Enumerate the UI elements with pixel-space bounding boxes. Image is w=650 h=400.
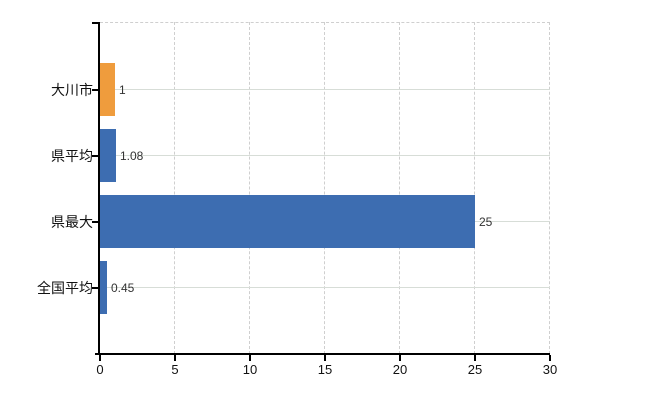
x-axis-line <box>95 353 550 355</box>
x-axis-tick <box>174 355 176 361</box>
x-tick-label: 30 <box>542 362 558 377</box>
gridline-horizontal <box>101 155 550 156</box>
y-axis-tick <box>92 221 98 223</box>
category-label: 全国平均 <box>37 280 93 296</box>
x-axis-tick <box>399 355 401 361</box>
y-axis-tick <box>92 22 98 24</box>
x-axis-tick <box>474 355 476 361</box>
category-label: 県最大 <box>51 214 93 230</box>
gridline-vertical <box>249 22 250 354</box>
gridline-vertical <box>399 22 400 354</box>
bar-value-label: 0.45 <box>111 281 135 295</box>
bar <box>100 128 116 182</box>
gridline-vertical <box>549 22 550 354</box>
x-tick-label: 5 <box>171 362 179 377</box>
x-tick-label: 20 <box>392 362 408 377</box>
x-axis-tick <box>324 355 326 361</box>
y-axis-tick <box>92 89 98 91</box>
gridline-horizontal <box>101 89 550 90</box>
y-axis-line <box>98 22 100 354</box>
bar-value-label: 1 <box>119 83 126 97</box>
x-tick-label: 10 <box>242 362 258 377</box>
gridline-horizontal <box>101 287 550 288</box>
bar <box>100 194 475 248</box>
plot-top-border <box>100 22 550 23</box>
category-label: 大川市 <box>51 82 93 98</box>
category-label: 県平均 <box>51 148 93 164</box>
x-axis-tick <box>249 355 251 361</box>
y-axis-tick <box>92 287 98 289</box>
x-axis-tick <box>99 355 101 361</box>
bar-value-label: 1.08 <box>120 149 144 163</box>
bar <box>100 62 115 116</box>
x-tick-label: 15 <box>317 362 333 377</box>
bar <box>100 260 107 314</box>
bar-value-label: 25 <box>479 215 493 229</box>
x-tick-label: 0 <box>96 362 104 377</box>
gridline-vertical <box>174 22 175 354</box>
gridline-vertical <box>324 22 325 354</box>
x-axis-tick <box>549 355 551 361</box>
y-axis-tick <box>92 155 98 157</box>
gridline-vertical <box>474 22 475 354</box>
x-tick-label: 25 <box>467 362 483 377</box>
